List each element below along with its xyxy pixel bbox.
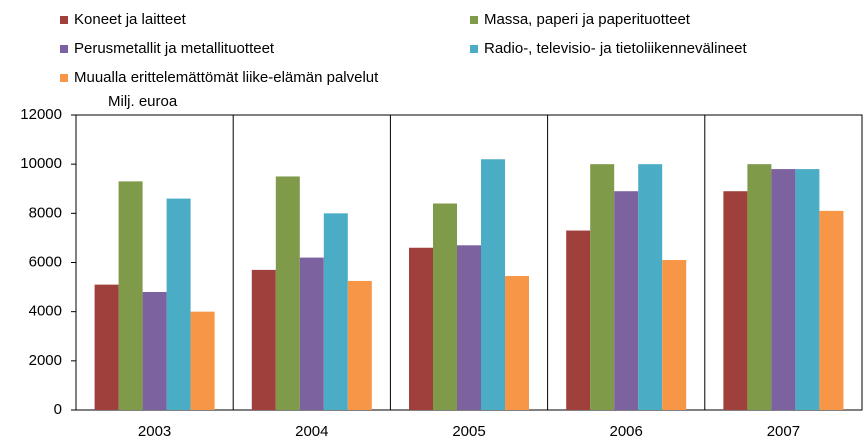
legend-swatch: [60, 45, 68, 53]
x-tick-label: 2006: [610, 423, 643, 440]
y-tick-label: 6000: [29, 253, 62, 270]
y-tick-label: 4000: [29, 303, 62, 320]
bar: [795, 169, 820, 410]
legend-label: Koneet ja laitteet: [74, 11, 187, 28]
bar: [566, 230, 591, 410]
legend-label: Massa, paperi ja paperituotteet: [484, 11, 691, 28]
legend-swatch: [60, 74, 68, 82]
legend-label: Radio-, televisio- ja tietoliikennevälin…: [484, 40, 747, 57]
bar: [771, 169, 796, 410]
bar: [662, 260, 687, 410]
bar: [819, 210, 844, 410]
legend-swatch: [470, 45, 478, 53]
bar: [347, 280, 372, 410]
legend-swatch: [60, 16, 68, 24]
bar: [299, 257, 324, 410]
y-tick-label: 0: [54, 401, 62, 418]
bar: [118, 181, 143, 410]
bar: [251, 269, 276, 410]
bar: [142, 292, 167, 410]
y-tick-label: 2000: [29, 352, 62, 369]
bar: [723, 191, 748, 410]
bar: [323, 213, 348, 410]
bar: [275, 176, 300, 410]
x-tick-label: 2007: [767, 423, 800, 440]
bar: [457, 245, 481, 410]
y-axis-label: Milj. euroa: [108, 93, 178, 110]
bar: [747, 164, 772, 410]
y-tick-label: 10000: [20, 155, 62, 172]
bar: [190, 311, 215, 410]
legend-swatch: [470, 16, 478, 24]
bar: [409, 247, 433, 410]
legend-label: Perusmetallit ja metallituotteet: [74, 40, 275, 57]
bar: [481, 159, 505, 410]
x-tick-label: 2005: [452, 423, 485, 440]
bar: [638, 164, 663, 410]
y-tick-label: 8000: [29, 204, 62, 221]
legend-label: Muualla erittelemättömät liike-elämän pa…: [74, 69, 379, 86]
bar: [94, 284, 119, 410]
bar: [166, 198, 191, 410]
bar: [505, 276, 529, 410]
bar: [433, 203, 457, 410]
x-tick-label: 2003: [138, 423, 171, 440]
bar: [614, 191, 639, 410]
y-tick-label: 12000: [20, 106, 62, 123]
bar: [590, 164, 615, 410]
x-tick-label: 2004: [295, 423, 328, 440]
